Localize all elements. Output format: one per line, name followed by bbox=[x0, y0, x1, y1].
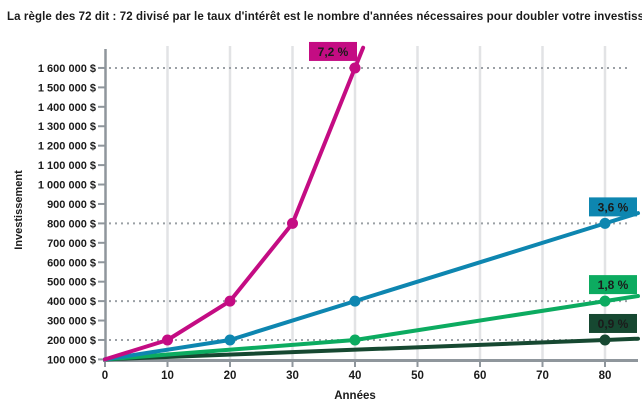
rate-badge-label: 7,2 % bbox=[318, 45, 349, 59]
x-tick-label: 80 bbox=[599, 370, 612, 382]
vertical-gridlines bbox=[166, 46, 607, 360]
data-point-marker bbox=[599, 295, 611, 307]
series-line-0-9-- bbox=[103, 336, 640, 362]
data-point-marker bbox=[224, 334, 236, 346]
y-axis-title: Investissement bbox=[13, 170, 25, 250]
y-tick-label: 1 400 000 $ bbox=[38, 102, 96, 114]
y-tick-label: 100 000 $ bbox=[47, 354, 96, 366]
y-tick-label: 1 300 000 $ bbox=[38, 121, 96, 133]
x-axis-title: Années bbox=[334, 390, 376, 402]
data-point-marker bbox=[287, 217, 298, 229]
y-tick-label: 800 000 $ bbox=[47, 218, 96, 230]
dotted-doubling-lines bbox=[109, 66, 628, 341]
rate-badges: 7,2 % 3,6 % 1,8 % 0,9 % bbox=[309, 41, 637, 333]
x-tick-label: 60 bbox=[474, 370, 487, 382]
y-tick-label: 1 100 000 $ bbox=[38, 160, 96, 172]
axes: 100 000 $ 200 000 $ 300 000 $ 400 000 $ 500 … bbox=[13, 49, 638, 402]
x-tick-label: 0 bbox=[102, 370, 108, 382]
rate-badge: 7,2 % bbox=[309, 41, 357, 61]
x-tick-label: 70 bbox=[536, 370, 549, 382]
rate-badge-label: 3,6 % bbox=[598, 200, 629, 214]
rate-badge-box bbox=[589, 197, 637, 217]
y-tick-label: 200 000 $ bbox=[47, 335, 96, 347]
series-line-1-8-- bbox=[103, 294, 640, 362]
y-tick-label: 900 000 $ bbox=[47, 199, 96, 211]
rate-badge-box bbox=[589, 313, 637, 333]
y-tick-label: 300 000 $ bbox=[47, 316, 96, 328]
y-tick-label: 1 000 000 $ bbox=[38, 180, 96, 192]
rate-badge-box bbox=[589, 275, 637, 295]
rate-badge-box bbox=[309, 41, 357, 61]
series-lines bbox=[103, 45, 640, 362]
rate-badge: 1,8 % bbox=[589, 275, 637, 295]
y-tick-label: 400 000 $ bbox=[47, 296, 96, 308]
x-tick-label: 50 bbox=[411, 370, 424, 382]
y-tick-label: 1 600 000 $ bbox=[38, 63, 96, 75]
data-point-marker bbox=[349, 295, 361, 307]
rate-badge-label: 1,8 % bbox=[598, 278, 629, 292]
y-tick-label: 700 000 $ bbox=[47, 238, 96, 250]
x-tick-label: 10 bbox=[161, 370, 174, 382]
y-tick-label: 1 200 000 $ bbox=[38, 141, 96, 153]
y-tick-label: 600 000 $ bbox=[47, 257, 96, 269]
rate-badge: 0,9 % bbox=[589, 313, 637, 333]
data-point-marker bbox=[349, 62, 361, 74]
x-tick-label: 20 bbox=[224, 370, 237, 382]
rate-badge-label: 0,9 % bbox=[598, 317, 629, 331]
data-point-marker bbox=[162, 334, 173, 346]
data-point-marker bbox=[599, 217, 611, 229]
data-point-marker bbox=[599, 334, 611, 346]
y-tick-label: 1 500 000 $ bbox=[38, 82, 96, 94]
rate-badge: 3,6 % bbox=[589, 197, 637, 217]
chart-title: La règle des 72 dit : 72 divisé par le t… bbox=[7, 11, 642, 23]
data-point-marker bbox=[349, 334, 361, 346]
data-point-markers bbox=[162, 62, 611, 346]
y-tick-label: 500 000 $ bbox=[47, 277, 96, 289]
data-point-marker bbox=[224, 295, 236, 307]
x-tick-label: 40 bbox=[349, 370, 362, 382]
x-tick-label: 30 bbox=[286, 370, 299, 382]
